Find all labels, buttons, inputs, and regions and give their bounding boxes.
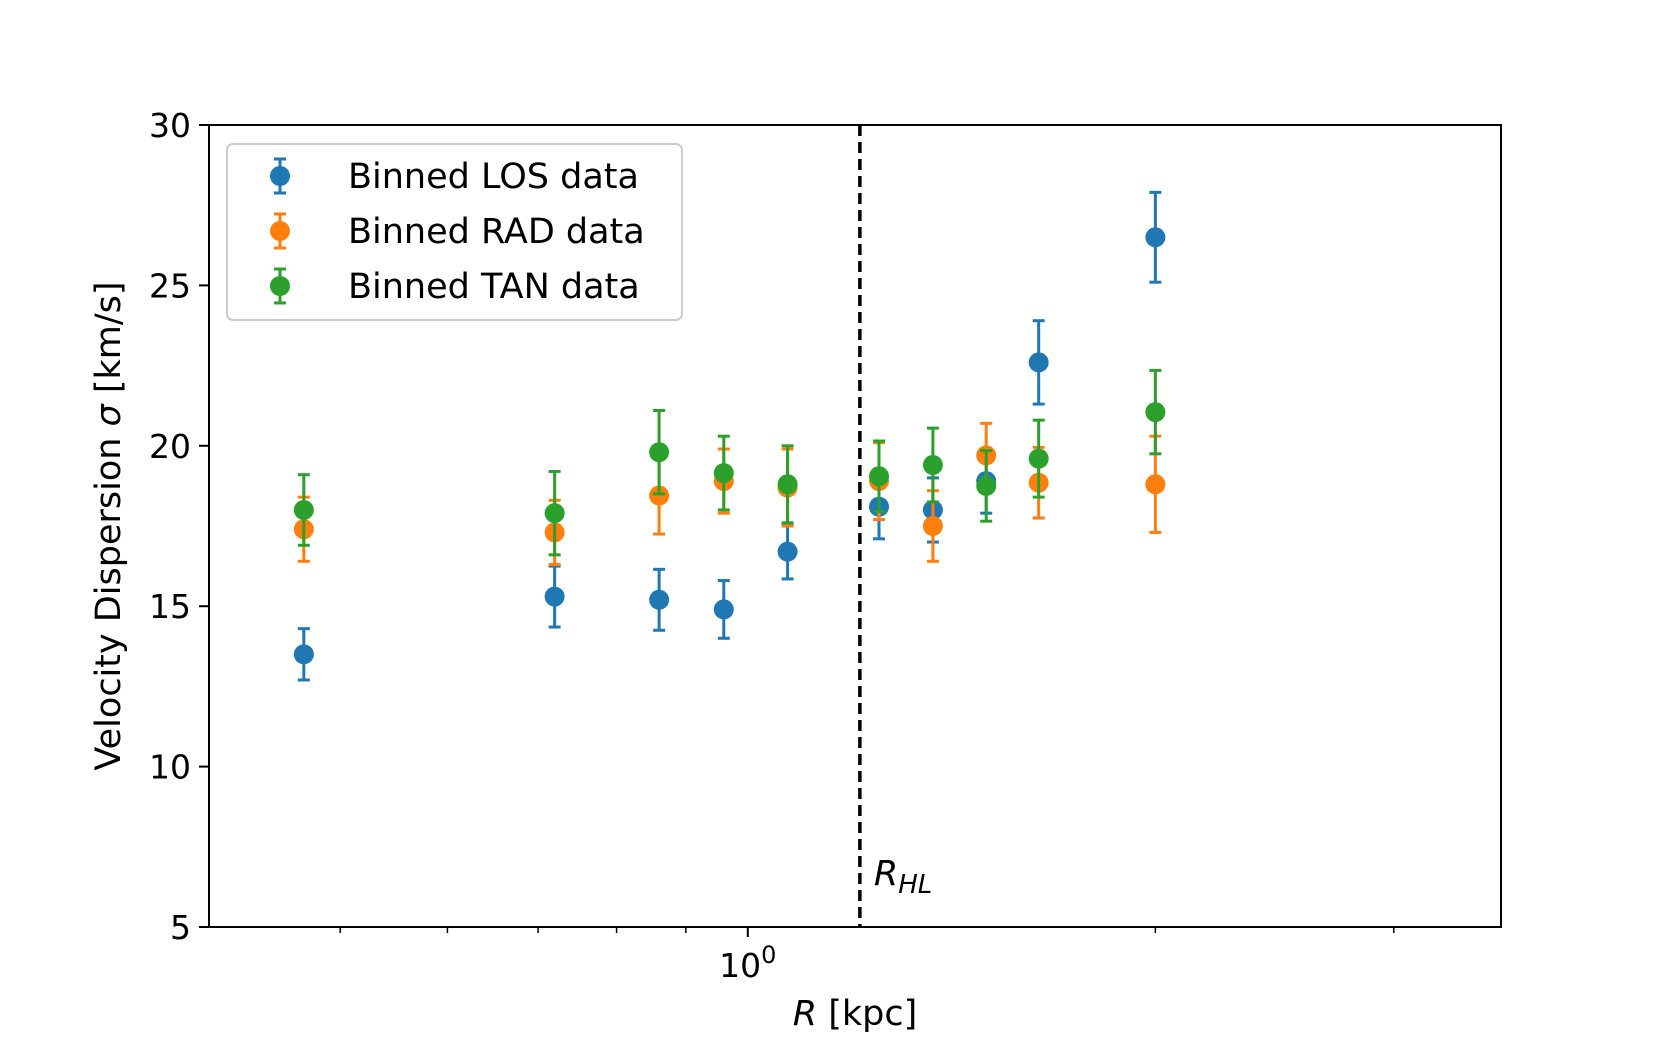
y-axis-label: Velocity Dispersion σ [km/s]: [89, 281, 129, 770]
y-tick-label-5: 5: [170, 908, 191, 947]
r-hl-label: RHL: [874, 854, 932, 900]
legend-marker: [270, 276, 290, 296]
series-2: [293, 368, 1166, 557]
x-tick-label-base: 10: [719, 946, 761, 985]
x-axis: 100: [339, 927, 1395, 985]
data-point: [544, 586, 565, 607]
data-point: [976, 475, 997, 496]
data-point: [777, 474, 798, 495]
data-point: [1028, 352, 1049, 373]
y-tick-label-25: 25: [149, 266, 191, 305]
data-point: [649, 485, 670, 506]
plot-frame: [208, 124, 1502, 928]
data-point: [1028, 448, 1049, 469]
legend-marker: [270, 221, 290, 241]
y-axis-label-sym: σ: [89, 402, 129, 426]
data-point: [922, 455, 943, 476]
data-point: [869, 466, 890, 487]
r-hl-label-main: R: [874, 854, 898, 894]
data-point: [293, 644, 314, 665]
y-tick-label-15: 15: [149, 587, 191, 626]
y-tick-label-30: 30: [149, 106, 191, 145]
legend: Binned LOS data Binned RAD data Binned TAN…: [226, 143, 683, 321]
data-point: [544, 503, 565, 524]
data-point: [1145, 474, 1166, 495]
series-1: [293, 421, 1166, 566]
data-point: [649, 589, 670, 610]
legend-label: Binned TAN data: [348, 267, 640, 307]
x-axis-label-unit: [kpc]: [817, 994, 917, 1034]
x-axis-label: R [kpc]: [793, 994, 918, 1034]
legend-label: Binned RAD data: [348, 212, 645, 252]
data-point: [1145, 227, 1166, 248]
y-tick-label-20: 20: [149, 427, 191, 466]
data-point: [1145, 402, 1166, 423]
data-point: [713, 463, 734, 484]
data-point: [649, 442, 670, 463]
series-layer: [293, 190, 1166, 682]
y-axis-label-pre: Velocity Dispersion: [89, 426, 129, 770]
x-axis-label-var: R: [793, 994, 817, 1034]
x-tick-label-exp: 0: [761, 941, 776, 969]
legend-label: Binned LOS data: [348, 157, 639, 197]
legend-box: [226, 143, 683, 321]
data-point: [713, 599, 734, 620]
vline-layer: RHL: [858, 125, 932, 927]
data-point: [922, 516, 943, 536]
y-axis-label-unit: [km/s]: [89, 281, 129, 404]
data-point: [293, 499, 314, 520]
data-point: [777, 541, 798, 562]
legend-marker: [270, 166, 290, 186]
x-tick-label: 100: [719, 941, 776, 985]
r-hl-label-sub: HL: [898, 870, 932, 900]
y-axis: 5 10 15 20 25 30: [149, 106, 209, 947]
y-tick-label-10: 10: [149, 748, 191, 787]
